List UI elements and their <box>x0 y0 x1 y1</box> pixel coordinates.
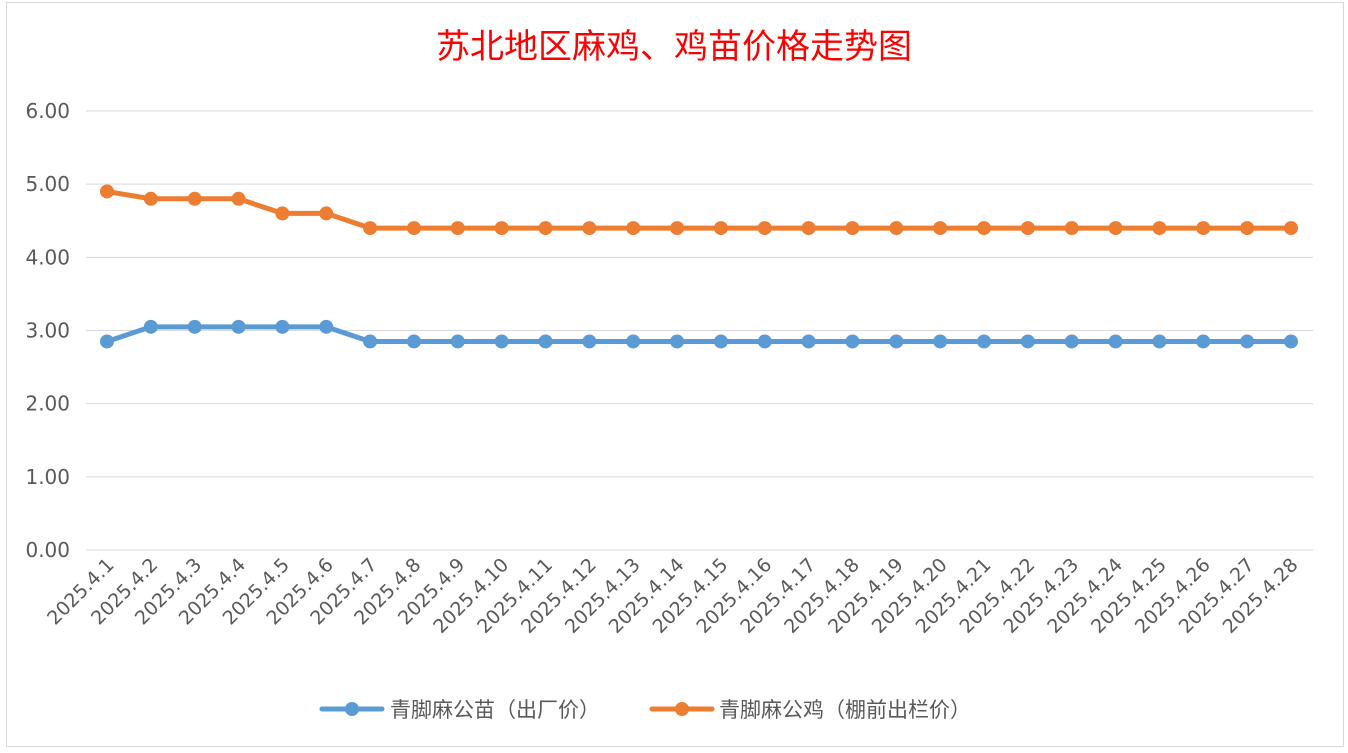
data-point <box>406 334 421 349</box>
series-line <box>104 324 1294 344</box>
data-point <box>187 319 202 334</box>
data-point <box>187 191 202 206</box>
data-point <box>231 319 246 334</box>
data-point <box>319 319 334 334</box>
data-point <box>1284 334 1298 349</box>
data-point <box>889 334 904 349</box>
legend: 青脚麻公苗（出厂价） 青脚麻公鸡（棚前出栏价） <box>319 698 971 722</box>
legend-label: 青脚麻公鸡（棚前出栏价） <box>719 698 971 722</box>
data-point <box>801 221 816 236</box>
data-point <box>538 334 553 349</box>
data-point <box>1108 334 1123 349</box>
data-point <box>845 221 860 236</box>
data-point <box>450 221 465 236</box>
data-point <box>582 221 597 236</box>
y-tick-label: 1.00 <box>25 465 70 489</box>
data-point <box>889 221 904 236</box>
data-point <box>626 334 641 349</box>
data-point <box>494 221 509 236</box>
data-point <box>231 191 246 206</box>
data-point <box>494 334 509 349</box>
data-point <box>1108 221 1123 236</box>
data-point <box>670 221 685 236</box>
data-point <box>363 221 378 236</box>
data-point <box>1196 221 1211 236</box>
data-point <box>100 184 114 199</box>
data-point <box>1196 334 1211 349</box>
y-tick-label: 3.00 <box>25 319 70 343</box>
data-point <box>977 334 992 349</box>
data-point <box>1240 221 1255 236</box>
data-point <box>1284 221 1298 236</box>
y-tick-label: 6.00 <box>25 99 70 123</box>
data-point <box>757 334 772 349</box>
data-point <box>100 334 114 349</box>
data-point <box>626 221 641 236</box>
data-point <box>582 334 597 349</box>
data-point <box>1152 221 1167 236</box>
data-point <box>933 221 948 236</box>
data-point <box>713 334 728 349</box>
y-tick-label: 4.00 <box>25 245 70 269</box>
data-point <box>275 319 290 334</box>
data-point <box>275 206 290 221</box>
data-point <box>845 334 860 349</box>
data-point <box>713 221 728 236</box>
y-axis: 0.00 1.00 2.00 3.00 4.00 5.00 6.00 <box>25 99 70 562</box>
data-point <box>670 334 685 349</box>
data-point <box>1240 334 1255 349</box>
data-point <box>977 221 992 236</box>
data-point <box>757 221 772 236</box>
legend-label: 青脚麻公苗（出厂价） <box>390 698 600 722</box>
legend-swatch-marker <box>675 702 689 716</box>
series-group <box>100 184 1298 349</box>
y-tick-label: 5.00 <box>25 172 70 196</box>
y-tick-label: 0.00 <box>25 538 70 562</box>
data-point <box>1152 334 1167 349</box>
gridlines <box>86 110 1313 551</box>
data-point <box>1064 334 1079 349</box>
y-tick-label: 2.00 <box>25 392 70 416</box>
x-axis: 2025.4.12025.4.22025.4.32025.4.42025.4.5… <box>43 554 1302 638</box>
data-point <box>538 221 553 236</box>
chart-title: 苏北地区麻鸡、鸡苗价格走势图 <box>436 27 912 67</box>
data-point <box>319 206 334 221</box>
data-point <box>1020 334 1035 349</box>
data-point <box>363 334 378 349</box>
data-point <box>801 334 816 349</box>
data-point <box>1020 221 1035 236</box>
data-point <box>1064 221 1079 236</box>
chart-frame <box>6 2 1344 747</box>
series-line <box>104 188 1294 231</box>
data-point <box>143 191 158 206</box>
data-point <box>143 319 158 334</box>
data-point <box>933 334 948 349</box>
data-point <box>450 334 465 349</box>
legend-swatch-marker <box>345 702 359 716</box>
data-point <box>406 221 421 236</box>
